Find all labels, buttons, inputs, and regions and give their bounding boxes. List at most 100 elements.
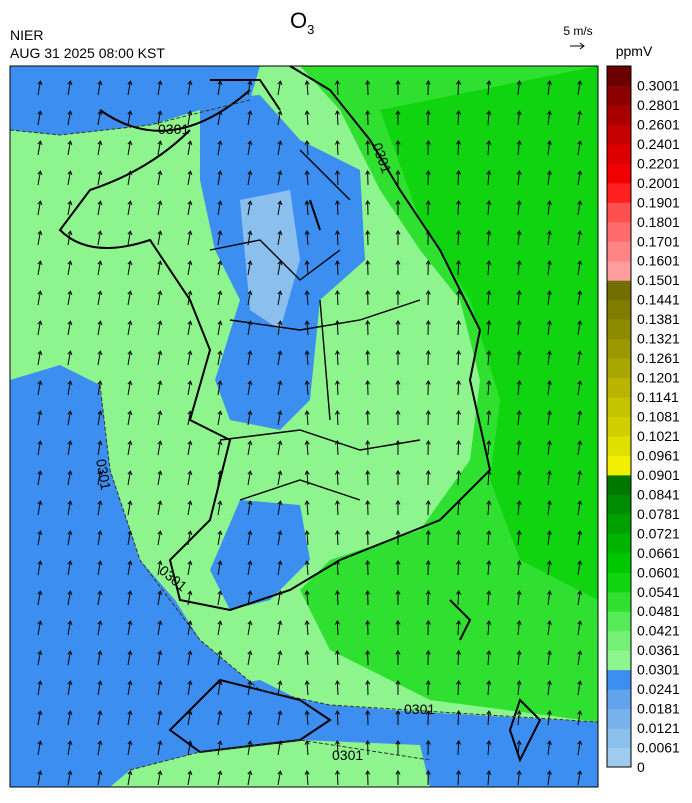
colorbar-label: 0.0301 [637, 662, 680, 678]
wind-arrow [458, 381, 459, 395]
colorbar-label: 0.0061 [637, 740, 680, 756]
colorbar-label: 0.0241 [637, 681, 680, 697]
wind-arrow [458, 621, 459, 635]
colorbar-label: 0.0841 [637, 486, 680, 502]
colorbar-label: 0.2201 [637, 155, 680, 171]
timestamp: AUG 31 2025 08:00 KST [10, 45, 165, 61]
wind-arrow [458, 291, 459, 305]
colorbar-label: 0.0661 [637, 545, 680, 561]
wind-arrow [458, 81, 459, 95]
colorbar-cell [607, 202, 631, 222]
wind-arrow [458, 711, 459, 725]
colorbar-cell [607, 183, 631, 203]
colorbar-cell [607, 494, 631, 514]
wind-arrow [458, 531, 459, 545]
colorbar-label: 0.1081 [637, 409, 680, 425]
colorbar-cell [607, 553, 631, 573]
colorbar-cell [607, 475, 631, 495]
colorbar-label: 0.2801 [637, 97, 680, 113]
colorbar-cell [607, 728, 631, 748]
colorbar-cell [607, 514, 631, 534]
wind-arrow [458, 651, 459, 665]
wind-arrow [458, 321, 459, 335]
wind-arrow [458, 411, 459, 425]
colorbar-label: 0.2401 [637, 136, 680, 152]
colorbar-label: 0.1501 [637, 272, 680, 288]
colorbar-cell [607, 397, 631, 417]
colorbar-label: 0.0361 [637, 642, 680, 658]
colorbar-cell [607, 533, 631, 553]
colorbar-cell [607, 144, 631, 164]
colorbar-label: 0.2601 [637, 116, 680, 132]
wind-arrow [458, 771, 459, 785]
colorbar-label: 0 [637, 759, 645, 775]
wind-arrow [458, 111, 459, 125]
colorbar-cell [607, 572, 631, 592]
contour-label: 0301 [404, 701, 435, 717]
colorbar-label: 0.3001 [637, 77, 680, 93]
colorbar-cell [607, 631, 631, 651]
colorbar-label: 0.0961 [637, 447, 680, 463]
colorbar-label: 0.0781 [637, 506, 680, 522]
colorbar-cell [607, 339, 631, 359]
colorbar-cell [607, 417, 631, 437]
colorbar-cell [607, 319, 631, 339]
colorbar-cell [607, 611, 631, 631]
colorbar-label: 0.1321 [637, 331, 680, 347]
colorbar-cell [607, 650, 631, 670]
legend-unit: ppmV [616, 43, 653, 59]
wind-arrow [458, 141, 459, 155]
colorbar-label: 0.0601 [637, 564, 680, 580]
colorbar-label: 0.1381 [637, 311, 680, 327]
colorbar-label: 0.1201 [637, 370, 680, 386]
colorbar-cell [607, 592, 631, 612]
title: O3 [290, 8, 314, 37]
colorbar-label: 0.0121 [637, 720, 680, 736]
colorbar-label: 0.1901 [637, 194, 680, 210]
wind-arrow [458, 591, 459, 605]
colorbar-cell [607, 280, 631, 300]
colorbar-cell [607, 358, 631, 378]
colorbar-label: 0.0481 [637, 603, 680, 619]
contour-label: 0301 [158, 121, 189, 137]
colorbar-label: 0.0181 [637, 701, 680, 717]
colorbar-label: 0.1441 [637, 292, 680, 308]
wind-reference: 5 m/s [563, 24, 592, 38]
colorbar-label: 0.1021 [637, 428, 680, 444]
wind-arrow [458, 501, 459, 515]
colorbar-cell [607, 436, 631, 456]
colorbar-cell [607, 709, 631, 729]
colorbar-cell [607, 241, 631, 261]
wind-arrow [458, 261, 459, 275]
colorbar-label: 0.1141 [637, 389, 679, 405]
wind-arrow [458, 471, 459, 485]
title-sub: 3 [307, 22, 314, 37]
wind-arrow [458, 231, 459, 245]
wind-arrow [458, 351, 459, 365]
wind-arrow [458, 171, 459, 185]
colorbar-cell [607, 261, 631, 281]
colorbar-cell [607, 124, 631, 144]
colorbar-label: 0.1701 [637, 233, 680, 249]
colorbar-label: 0.2001 [637, 175, 680, 191]
wind-arrow [458, 201, 459, 215]
colorbar-cell [607, 222, 631, 242]
colorbar: 0 0.0061 0.0121 0.0181 0.0241 0.0301 0.0361 0.0… [607, 66, 680, 775]
wind-arrow [458, 741, 459, 755]
wind-arrow [458, 441, 459, 455]
colorbar-cell [607, 105, 631, 125]
colorbar-cell [607, 300, 631, 320]
contour-label: 0301 [332, 747, 363, 763]
colorbar-cell [607, 163, 631, 183]
colorbar-label: 0.1261 [637, 350, 680, 366]
colorbar-cell [607, 378, 631, 398]
colorbar-label: 0.1801 [637, 214, 680, 230]
colorbar-cell [607, 748, 631, 768]
colorbar-label: 0.0901 [637, 467, 680, 483]
map: 0301 0301 0301 0301 0301 0301 [10, 66, 598, 787]
colorbar-cell [607, 455, 631, 475]
colorbar-cell [607, 670, 631, 690]
title-main: O [290, 8, 307, 33]
colorbar-cell [607, 689, 631, 709]
